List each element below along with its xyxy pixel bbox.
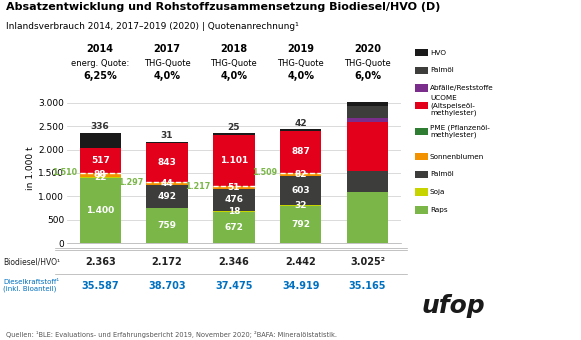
Bar bbox=[347, 122, 388, 171]
Text: 2.172: 2.172 bbox=[152, 257, 182, 267]
Text: Raps: Raps bbox=[430, 207, 447, 213]
Text: energ. Quote:: energ. Quote: bbox=[71, 59, 130, 68]
Bar bbox=[280, 129, 321, 131]
Bar bbox=[213, 212, 254, 243]
Text: ufop: ufop bbox=[421, 294, 485, 318]
Text: 1.297: 1.297 bbox=[119, 178, 144, 187]
Text: THG-Quote: THG-Quote bbox=[210, 59, 257, 68]
Text: 3.025²: 3.025² bbox=[350, 257, 385, 267]
Bar bbox=[146, 208, 188, 243]
Text: Quellen: ¹BLE: Evaluations- und Erfahrungsbericht 2019, November 2020; ²BAFA: Mi: Quellen: ¹BLE: Evaluations- und Erfahrun… bbox=[6, 331, 337, 338]
Text: 1.509: 1.509 bbox=[252, 168, 277, 177]
Bar bbox=[213, 186, 254, 189]
Text: Inlandsverbrauch 2014, 2017–2019 (2020) | Quotenanrechnung¹: Inlandsverbrauch 2014, 2017–2019 (2020) … bbox=[6, 22, 299, 31]
Text: 25: 25 bbox=[228, 123, 240, 132]
Text: UCOME
(Altspeiseöl-
methylester): UCOME (Altspeiseöl- methylester) bbox=[430, 95, 476, 116]
Bar bbox=[80, 177, 121, 243]
Text: 37.475: 37.475 bbox=[215, 280, 253, 291]
Text: 34.919: 34.919 bbox=[282, 280, 320, 291]
Bar bbox=[80, 148, 121, 172]
Text: 32: 32 bbox=[295, 201, 307, 210]
Text: 2018: 2018 bbox=[220, 45, 248, 54]
Text: Palmöl: Palmöl bbox=[430, 171, 454, 177]
Text: Dieselkraftstoff¹
(inkl. Bioanteil): Dieselkraftstoff¹ (inkl. Bioanteil) bbox=[3, 279, 59, 292]
Text: HVO: HVO bbox=[430, 50, 446, 56]
Text: 2.442: 2.442 bbox=[285, 257, 316, 267]
Text: Biodiesel/HVO¹: Biodiesel/HVO¹ bbox=[3, 257, 60, 266]
Bar bbox=[280, 176, 321, 205]
Bar bbox=[280, 206, 321, 243]
Text: 4,0%: 4,0% bbox=[153, 71, 181, 81]
Text: 759: 759 bbox=[157, 221, 177, 230]
Text: THG-Quote: THG-Quote bbox=[277, 59, 324, 68]
Text: 603: 603 bbox=[291, 186, 310, 195]
Text: 2.346: 2.346 bbox=[218, 257, 249, 267]
Bar bbox=[146, 183, 188, 185]
Text: 1.510: 1.510 bbox=[52, 168, 77, 177]
Bar bbox=[347, 102, 388, 106]
Text: 2014: 2014 bbox=[87, 45, 114, 54]
Text: 4,0%: 4,0% bbox=[220, 71, 248, 81]
Text: 22: 22 bbox=[94, 173, 106, 182]
Bar bbox=[213, 134, 254, 135]
Text: 35.587: 35.587 bbox=[81, 280, 119, 291]
Text: 887: 887 bbox=[291, 147, 310, 156]
Text: 51: 51 bbox=[228, 183, 240, 192]
Bar bbox=[80, 176, 121, 177]
Text: 492: 492 bbox=[157, 191, 177, 201]
Text: 2019: 2019 bbox=[287, 45, 314, 54]
Text: Abfälle/Reststoffe: Abfälle/Reststoffe bbox=[430, 85, 494, 91]
Bar bbox=[80, 133, 121, 148]
Text: 88: 88 bbox=[94, 170, 106, 179]
Text: Palmöl: Palmöl bbox=[430, 67, 454, 73]
Text: THG-Quote: THG-Quote bbox=[144, 59, 191, 68]
Text: 1.400: 1.400 bbox=[86, 206, 114, 215]
Text: Soja: Soja bbox=[430, 189, 445, 195]
Bar bbox=[347, 171, 388, 192]
Bar bbox=[347, 192, 388, 243]
Text: 35.165: 35.165 bbox=[349, 280, 386, 291]
Text: 31: 31 bbox=[161, 131, 173, 140]
Bar bbox=[347, 118, 388, 122]
Bar bbox=[213, 135, 254, 186]
Text: Absatzentwicklung und Rohstoffzusammensetzung Biodiesel/HVO (D): Absatzentwicklung und Rohstoffzusammense… bbox=[6, 2, 440, 12]
Text: 2.363: 2.363 bbox=[85, 257, 116, 267]
Text: 2020: 2020 bbox=[354, 45, 381, 54]
Text: 38.703: 38.703 bbox=[148, 280, 186, 291]
Text: 44: 44 bbox=[161, 179, 173, 188]
Bar bbox=[280, 173, 321, 176]
Text: PME (Pflanzenöl-
methylester): PME (Pflanzenöl- methylester) bbox=[430, 124, 490, 138]
Text: 42: 42 bbox=[295, 119, 307, 128]
Text: 1.101: 1.101 bbox=[220, 156, 248, 165]
Text: 672: 672 bbox=[224, 223, 243, 232]
Bar bbox=[146, 141, 188, 143]
Bar bbox=[80, 172, 121, 176]
Text: 517: 517 bbox=[91, 156, 110, 165]
Text: Sonnenblumen: Sonnenblumen bbox=[430, 154, 484, 160]
Y-axis label: in 1.000 t: in 1.000 t bbox=[26, 147, 35, 190]
Bar bbox=[280, 205, 321, 206]
Text: 2017: 2017 bbox=[153, 45, 181, 54]
Text: 1.217: 1.217 bbox=[185, 182, 210, 191]
Bar bbox=[213, 189, 254, 211]
Text: 6,0%: 6,0% bbox=[354, 71, 381, 81]
Text: 476: 476 bbox=[224, 195, 243, 204]
Text: THG-Quote: THG-Quote bbox=[344, 59, 391, 68]
Bar bbox=[280, 131, 321, 173]
Text: 6,25%: 6,25% bbox=[83, 71, 117, 81]
Text: 843: 843 bbox=[157, 158, 177, 167]
Text: 792: 792 bbox=[291, 220, 310, 229]
Bar bbox=[146, 143, 188, 183]
Text: 82: 82 bbox=[295, 170, 307, 179]
Text: 18: 18 bbox=[228, 207, 240, 216]
Text: 4,0%: 4,0% bbox=[287, 71, 314, 81]
Bar bbox=[347, 106, 388, 118]
Bar bbox=[146, 185, 188, 207]
Bar bbox=[213, 211, 254, 212]
Text: 336: 336 bbox=[91, 122, 110, 132]
